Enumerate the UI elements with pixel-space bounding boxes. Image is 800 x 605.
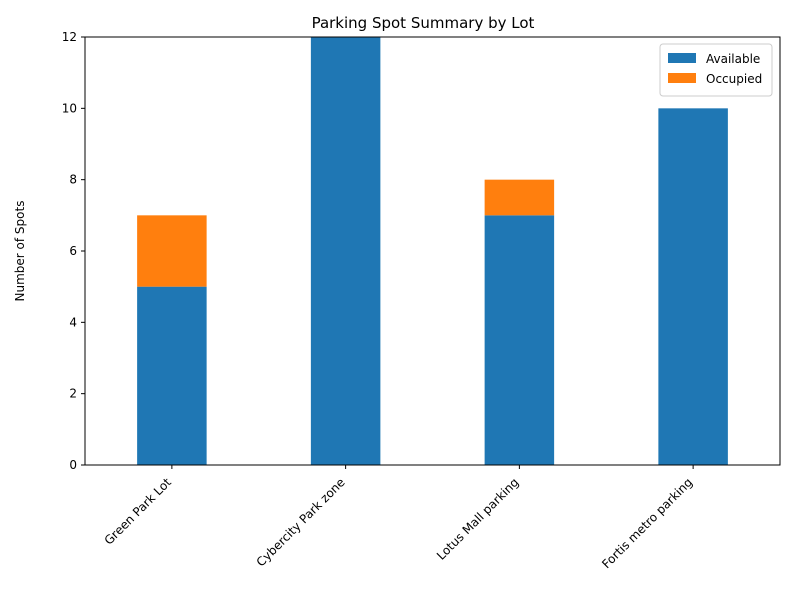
y-tick-label: 2 <box>69 387 77 401</box>
x-axis: Green Park Lot Cybercity Park zone Lotus M… <box>102 465 695 571</box>
y-tick-label: 10 <box>62 101 77 115</box>
chart-title: Parking Spot Summary by Lot <box>312 14 535 32</box>
y-tick-label: 6 <box>69 244 77 258</box>
bar-available-2 <box>484 215 555 465</box>
x-tick-label: Green Park Lot <box>102 475 175 548</box>
bar-available-1 <box>310 37 381 465</box>
legend: Available Occupied <box>659 43 773 97</box>
x-tick-label: Lotus Mall parking <box>434 475 522 563</box>
y-tick-label: 4 <box>69 315 77 329</box>
bar-occupied-0 <box>137 215 207 287</box>
bar-available-0 <box>137 286 207 465</box>
y-tick-label: 0 <box>69 458 77 472</box>
plot-frame <box>84 36 781 466</box>
y-tick-label: 8 <box>69 173 77 187</box>
y-axis: 0 2 4 6 8 10 12 <box>62 30 85 472</box>
y-tick-label: 12 <box>62 30 77 44</box>
legend-label-available: Available <box>706 52 760 66</box>
x-tick-label: Cybercity Park zone <box>254 475 348 569</box>
legend-swatch-occupied <box>668 73 696 83</box>
bar-available-3 <box>658 108 728 465</box>
x-tick-label: Fortis metro parking <box>599 475 695 571</box>
bars-layer <box>137 37 728 465</box>
bar-occupied-2 <box>484 179 555 216</box>
legend-swatch-available <box>668 53 696 63</box>
y-axis-label: Number of Spots <box>13 201 27 302</box>
legend-label-occupied: Occupied <box>706 72 762 86</box>
